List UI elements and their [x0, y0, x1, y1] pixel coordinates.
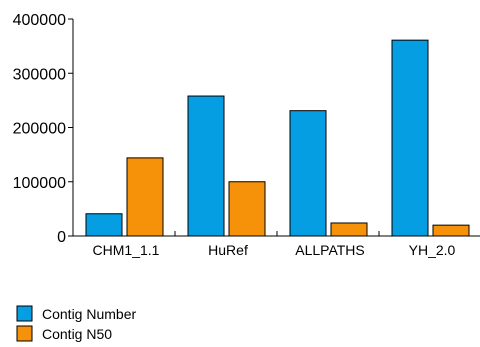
x-tick-label: CHM1_1.1: [93, 242, 160, 258]
y-axis: 0 100000 200000 300000 400000: [13, 12, 74, 246]
y-tick-label: 0: [57, 229, 66, 246]
x-tick-label: HuRef: [208, 242, 248, 258]
y-tick-label: 400000: [13, 12, 66, 29]
legend-label: Contig N50: [42, 326, 112, 342]
bar-contig-number-allpaths: [289, 110, 327, 237]
x-tick-label: YH_2.0: [409, 242, 456, 258]
bar-contig-n50-allpaths: [330, 222, 368, 237]
bar-contig-n50-chm1-1-1: [126, 157, 164, 237]
legend-label: Contig Number: [42, 306, 136, 322]
y-tick-label: 100000: [13, 175, 66, 192]
y-tick-label: 300000: [13, 66, 66, 83]
y-tick-label: 200000: [13, 121, 66, 138]
legend-swatch: [16, 305, 33, 322]
bar-contig-n50-huref: [228, 181, 266, 237]
legend-swatch: [16, 325, 33, 342]
bar-contig-n50-yh-2-0: [432, 224, 470, 237]
bars: [85, 39, 470, 237]
bar-contig-number-chm1-1-1: [85, 213, 123, 237]
bar-contig-number-huref: [187, 95, 225, 237]
x-tick-label: ALLPATHS: [295, 242, 365, 258]
bar-contig-number-yh-2-0: [391, 39, 429, 237]
legend: Contig Number Contig N50: [16, 305, 136, 342]
